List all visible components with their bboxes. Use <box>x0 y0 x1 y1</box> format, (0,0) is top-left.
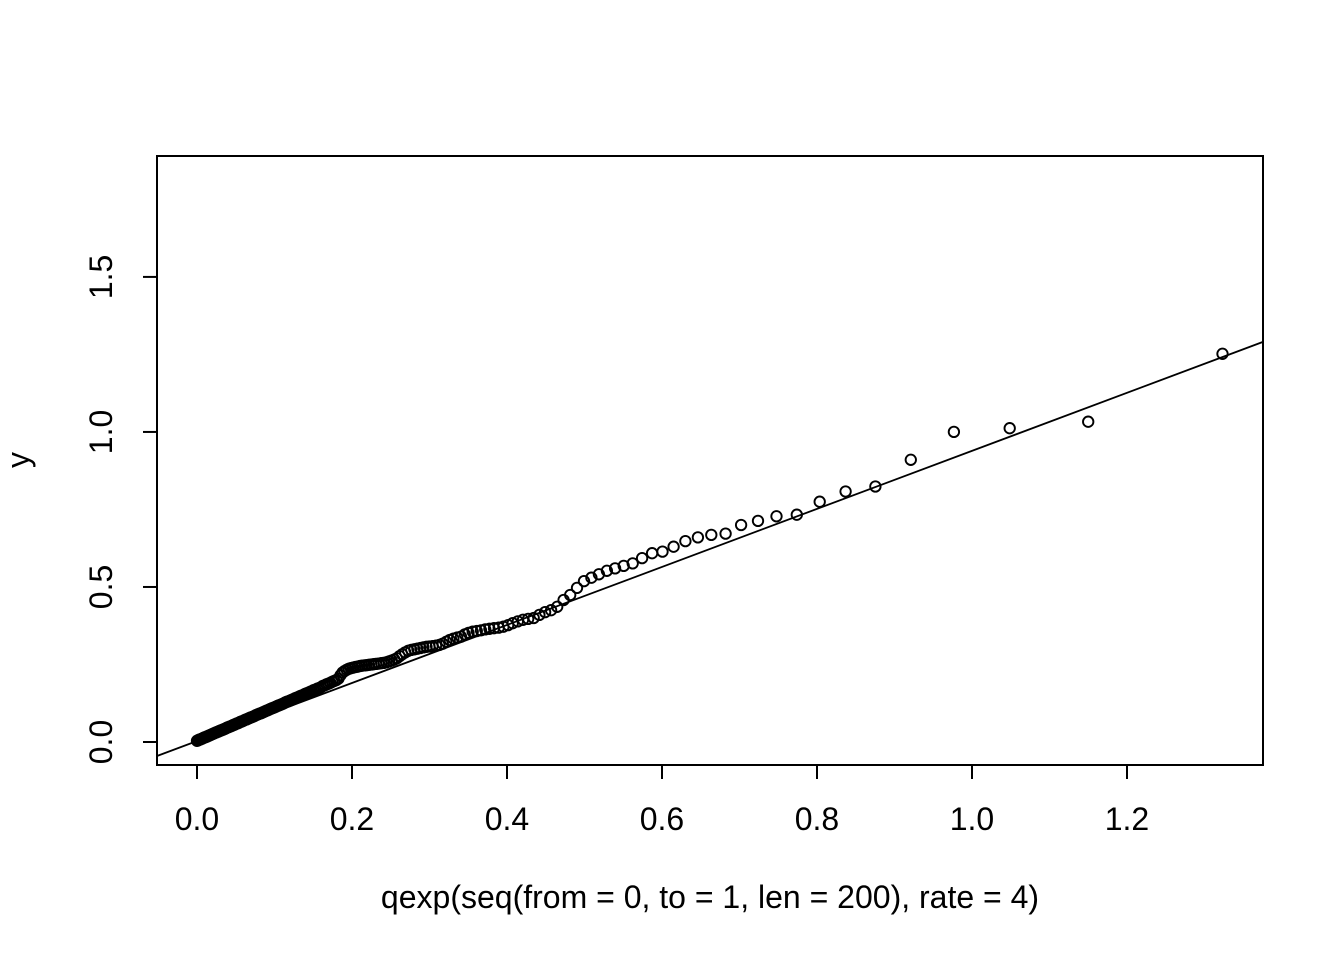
data-point <box>719 527 732 540</box>
x-tick-label: 1.2 <box>1105 801 1149 837</box>
data-point <box>564 588 577 602</box>
x-axis-label: qexp(seq(from = 0, to = 1, len = 200), r… <box>381 879 1039 915</box>
data-point <box>869 480 882 493</box>
data-point <box>522 612 535 626</box>
data-point <box>626 557 639 570</box>
x-tick-label: 1.0 <box>950 801 994 837</box>
data-point <box>608 562 622 575</box>
data-point <box>645 547 659 560</box>
data-point <box>904 453 917 466</box>
reference-line <box>156 341 1264 757</box>
data-point <box>947 425 961 439</box>
x-tick-label: 0.2 <box>330 801 374 837</box>
data-point <box>570 581 584 595</box>
data-point <box>679 534 692 548</box>
x-tick-label: 0.8 <box>795 801 839 837</box>
data-point <box>751 514 765 528</box>
scatter-series <box>156 341 1264 757</box>
y-axis-label: y <box>0 452 36 468</box>
data-point <box>1082 415 1095 428</box>
axis-ticks <box>143 275 1128 779</box>
data-point <box>1003 422 1016 435</box>
data-point <box>585 571 598 584</box>
data-point <box>635 551 649 565</box>
y-tick-label: 1.0 <box>83 410 119 454</box>
data-point <box>470 624 483 638</box>
data-point <box>790 508 803 521</box>
data-point <box>544 604 558 617</box>
data-point <box>656 545 669 558</box>
x-tick-label: 0.0 <box>175 801 219 837</box>
data-point <box>691 531 705 544</box>
y-tick-label: 0.5 <box>83 565 119 609</box>
axis-tick-labels: 0.0 0.2 0.4 0.6 0.8 1.0 1.2 0.0 0.5 1.0 1.5 <box>83 255 1149 837</box>
plot-box <box>156 155 1264 766</box>
data-point <box>813 495 826 508</box>
y-tick-label: 0.0 <box>83 720 119 764</box>
x-tick-label: 0.6 <box>640 801 684 837</box>
data-point <box>667 540 680 553</box>
data-point <box>466 625 479 638</box>
data-point <box>533 608 546 622</box>
data-point <box>839 485 852 498</box>
data-point <box>770 510 783 523</box>
y-tick-label: 1.5 <box>83 255 119 299</box>
data-point <box>479 623 492 636</box>
data-point <box>577 574 591 588</box>
data-point <box>705 528 718 542</box>
data-point <box>734 518 748 532</box>
x-tick-label: 0.4 <box>485 801 529 837</box>
data-point <box>1216 347 1229 360</box>
data-point <box>538 605 552 619</box>
data-point <box>551 600 564 613</box>
data-point <box>600 564 614 577</box>
